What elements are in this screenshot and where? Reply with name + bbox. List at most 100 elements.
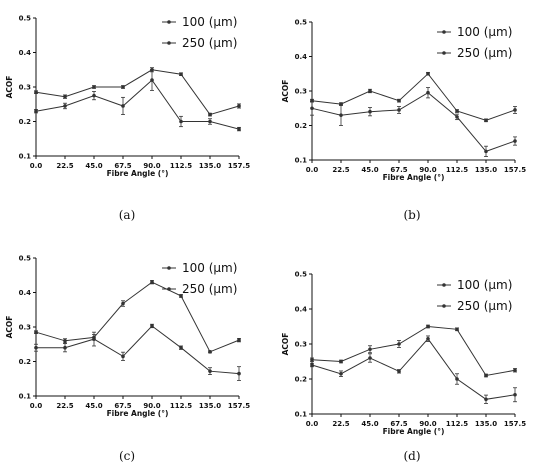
- data-point: [150, 280, 154, 284]
- y-tick-label: 0.1: [19, 393, 32, 401]
- data-point: [121, 85, 125, 89]
- y-axis-label: ACOF: [5, 316, 14, 339]
- legend-entry: 250 (µm): [162, 36, 237, 50]
- x-tick-label: 45.0: [361, 166, 378, 174]
- y-tick-label: 0.3: [295, 341, 308, 349]
- legend-entry: 250 (µm): [437, 299, 512, 313]
- chart-panel-a: 0.1 0.2 0.3 0.4 0.5 0.0 22.5 45.0 67.5 90.0 112.5 1…: [5, 15, 250, 223]
- legend-label: 100 (µm): [182, 15, 237, 29]
- y-tick-label: 0.5: [295, 19, 308, 27]
- y-tick-label: 0.3: [19, 84, 32, 92]
- x-tick-label: 67.5: [390, 166, 407, 174]
- legend-label: 250 (µm): [182, 282, 237, 296]
- data-point: [34, 90, 38, 94]
- series-250um: [310, 71, 517, 123]
- x-tick-label: 45.0: [85, 402, 102, 410]
- series-line: [311, 73, 516, 121]
- x-tick-label: 135.0: [475, 166, 497, 174]
- data-point: [208, 369, 212, 373]
- data-point: [208, 112, 212, 117]
- data-point: [310, 363, 314, 367]
- legend-marker: [167, 20, 171, 24]
- series-100um: [34, 69, 241, 132]
- x-tick-label: 157.5: [504, 420, 526, 428]
- data-point: [484, 118, 488, 123]
- data-point: [237, 127, 241, 131]
- y-tick-label: 0.4: [295, 53, 308, 61]
- data-point: [237, 371, 241, 376]
- legend-label: 100 (µm): [182, 261, 237, 275]
- series-100um: [310, 335, 517, 404]
- x-tick-label: 157.5: [504, 166, 526, 174]
- y-tick-label: 0.3: [19, 324, 32, 332]
- data-point: [484, 397, 488, 402]
- data-point: [150, 78, 154, 82]
- data-point: [310, 98, 314, 103]
- data-point: [455, 109, 459, 113]
- data-point: [426, 71, 430, 76]
- data-point: [92, 85, 96, 89]
- data-point: [34, 109, 38, 113]
- series-line: [311, 338, 516, 400]
- x-tick-label: 112.5: [170, 162, 192, 170]
- legend-marker: [442, 51, 446, 55]
- data-point: [92, 335, 96, 340]
- y-tick-label: 0.2: [295, 376, 308, 384]
- series-250um: [34, 280, 241, 354]
- data-point: [310, 106, 314, 111]
- data-point: [368, 347, 372, 352]
- x-tick-label: 135.0: [475, 420, 497, 428]
- data-point: [179, 119, 183, 124]
- x-tick-label: 90.0: [419, 420, 436, 428]
- data-point: [368, 89, 372, 93]
- data-point: [455, 327, 459, 332]
- legend-entry: 100 (µm): [162, 261, 237, 275]
- data-point: [179, 345, 183, 350]
- legend-label: 250 (µm): [457, 46, 512, 60]
- legend-label: 100 (µm): [457, 278, 512, 292]
- x-tick-label: 45.0: [361, 420, 378, 428]
- y-tick-label: 0.1: [19, 153, 32, 161]
- series-250um: [310, 324, 517, 378]
- x-tick-label: 22.5: [56, 402, 73, 410]
- data-point: [339, 102, 343, 106]
- x-tick-label: 22.5: [56, 162, 73, 170]
- y-tick-label: 0.4: [295, 306, 308, 314]
- x-axis-label: Fibre Angle (°): [383, 427, 445, 436]
- x-tick-label: 90.0: [143, 162, 160, 170]
- data-point: [179, 72, 183, 77]
- x-tick-label: 90.0: [419, 166, 436, 174]
- x-tick-label: 135.0: [199, 162, 221, 170]
- data-point: [455, 377, 459, 381]
- data-point: [121, 104, 125, 108]
- data-point: [92, 93, 96, 98]
- legend-entry: 100 (µm): [437, 278, 512, 292]
- x-tick-label: 45.0: [85, 162, 102, 170]
- x-axis-label: Fibre Angle (°): [383, 173, 445, 182]
- data-point: [513, 368, 517, 373]
- x-tick-label: 22.5: [332, 420, 349, 428]
- series-line: [36, 325, 240, 375]
- legend-label: 100 (µm): [457, 25, 512, 39]
- data-point: [63, 104, 67, 108]
- data-point: [121, 354, 125, 359]
- legend-marker: [442, 304, 446, 308]
- data-point: [484, 149, 488, 154]
- data-point: [237, 338, 241, 342]
- data-point: [339, 113, 343, 117]
- chart-panel-c: 0.1 0.2 0.3 0.4 0.5 0.0 22.5 45.0 67.5 90.0 112.5 1…: [5, 255, 250, 464]
- data-point: [513, 139, 517, 143]
- panel-caption: (c): [119, 449, 135, 463]
- x-tick-label: 90.0: [143, 402, 160, 410]
- data-point: [339, 359, 343, 364]
- data-point: [426, 90, 430, 95]
- data-point: [208, 119, 212, 124]
- x-tick-label: 135.0: [199, 402, 221, 410]
- x-tick-label: 67.5: [114, 162, 131, 170]
- y-tick-label: 0.2: [19, 118, 32, 126]
- x-tick-label: 112.5: [446, 420, 468, 428]
- data-point: [397, 98, 401, 103]
- data-point: [426, 336, 430, 341]
- data-point: [368, 109, 372, 114]
